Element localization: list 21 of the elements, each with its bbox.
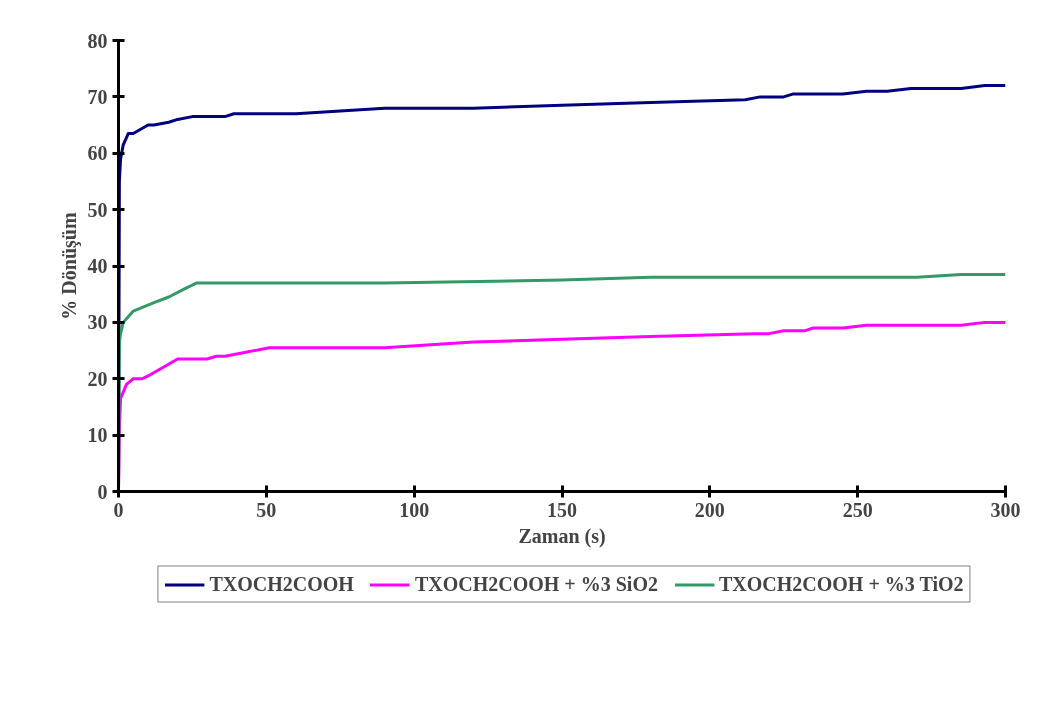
y-tick-label: 80 xyxy=(87,29,108,52)
legend-label: TXOCH2COOH + %3 TiO2 xyxy=(718,572,964,596)
y-tick-label: 20 xyxy=(87,367,108,390)
y-tick-label: 0 xyxy=(97,480,108,503)
x-axis-title: Zaman (s) xyxy=(518,524,606,548)
y-tick-label: 40 xyxy=(87,255,108,277)
y-axis-title: % Dönüşüm xyxy=(57,212,81,320)
y-tick-label: 10 xyxy=(87,424,108,447)
legend-label: TXOCH2COOH xyxy=(209,572,354,596)
y-tick-label: 60 xyxy=(87,142,108,165)
x-tick-label: 50 xyxy=(256,498,277,521)
y-tick-label: 30 xyxy=(87,311,108,334)
x-tick-label: 300 xyxy=(990,498,1021,521)
x-tick-label: 100 xyxy=(399,498,430,521)
y-tick-label: 50 xyxy=(87,198,108,221)
x-tick-label: 250 xyxy=(842,498,873,521)
x-tick-label: 150 xyxy=(547,498,577,521)
y-tick-label: 70 xyxy=(87,85,108,108)
x-tick-label: 200 xyxy=(694,498,725,521)
x-tick-label: 0 xyxy=(113,498,124,521)
legend-label: TXOCH2COOH + %3 SiO2 xyxy=(414,572,658,596)
